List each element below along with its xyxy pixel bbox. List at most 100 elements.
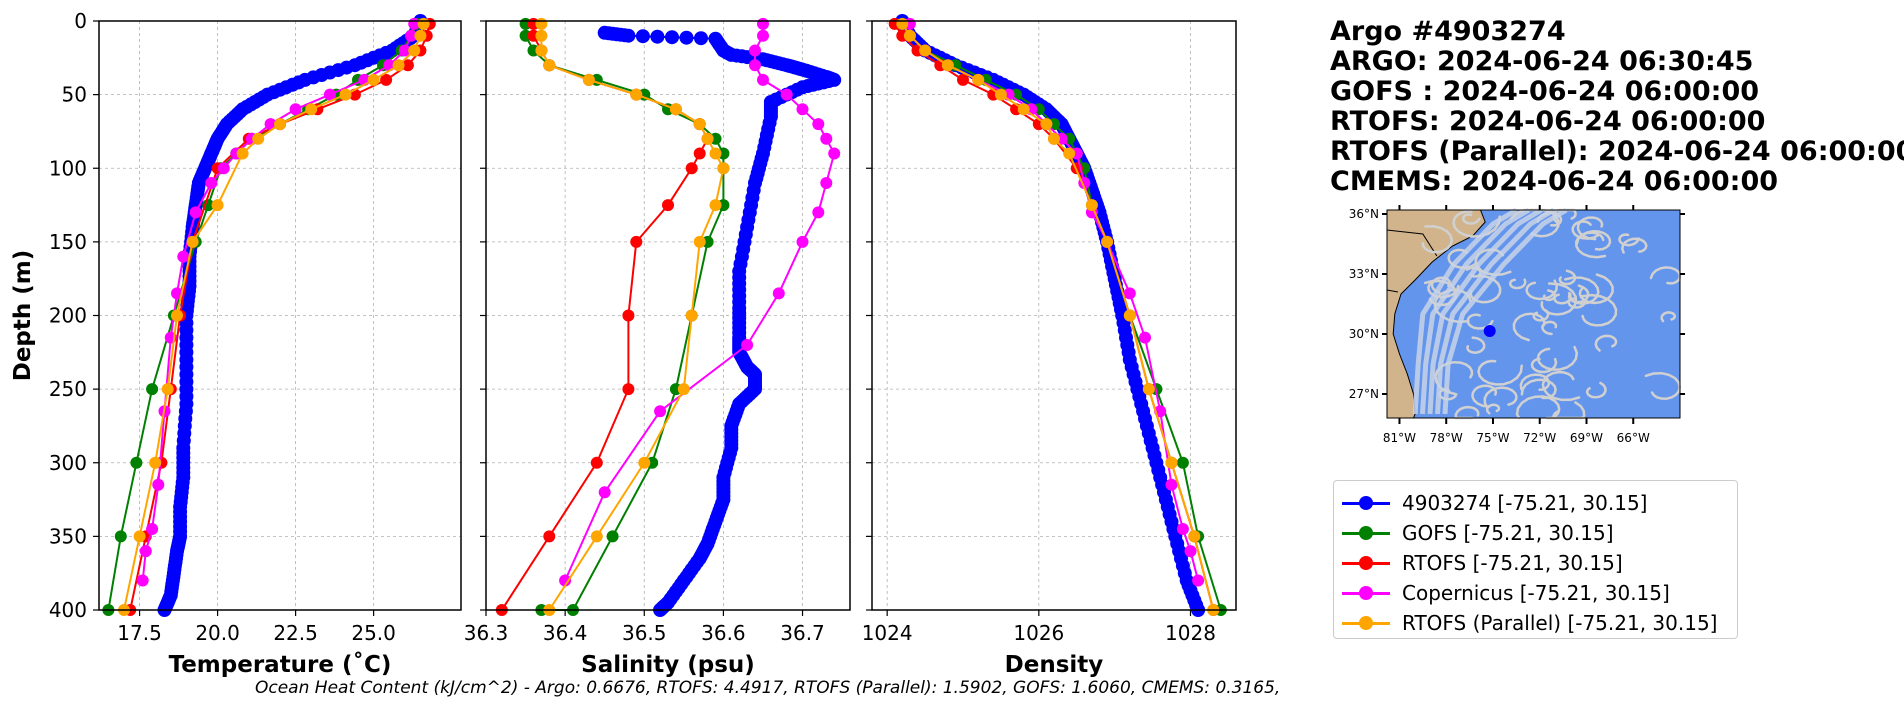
- y-tick-label: 50: [62, 83, 87, 107]
- rtofs-parallel-time: RTOFS (Parallel): 2024-06-24 06:00:00: [1330, 136, 1904, 167]
- data-point: [114, 530, 127, 543]
- data-point: [677, 383, 690, 396]
- data-point: [149, 456, 162, 469]
- data-point: [685, 309, 698, 322]
- data-point: [622, 383, 635, 396]
- series-line: [107, 23, 419, 611]
- y-tick-label: 0: [74, 9, 87, 33]
- land-fill: [1386, 209, 1486, 419]
- data-point: [535, 29, 548, 42]
- data-point: [543, 530, 556, 543]
- data-point: [1192, 574, 1205, 587]
- data-point: [630, 235, 643, 248]
- current-streamline: [1621, 237, 1648, 254]
- series-density-0: [895, 14, 1206, 617]
- data-point: [757, 73, 769, 86]
- data-point: [171, 287, 183, 300]
- x-tick-label: 1024: [862, 621, 913, 645]
- gulf-stream-line: [1420, 207, 1531, 415]
- y-tick-label: 250: [49, 377, 87, 401]
- data-point: [1139, 331, 1151, 344]
- series-temperature-4: [118, 17, 430, 616]
- data-point: [139, 545, 152, 558]
- data-point: [772, 287, 785, 300]
- float-marker: [1483, 325, 1496, 337]
- data-point: [323, 88, 336, 101]
- data-point: [741, 339, 754, 351]
- gulf-stream-line: [1442, 207, 1568, 415]
- data-point: [994, 88, 1007, 101]
- x-tick-label: 1026: [1013, 621, 1064, 645]
- current-streamline: [1469, 274, 1502, 304]
- gulf-stream-line: [1435, 207, 1556, 415]
- data-point: [638, 456, 651, 469]
- current-streamline: [1649, 266, 1682, 285]
- legend-label-gofs: GOFS [-75.21, 30.15]: [1402, 521, 1614, 545]
- x-tick-label: 36.6: [701, 621, 746, 645]
- data-point: [217, 162, 230, 175]
- cmems-time: CMEMS: 2024-06-24 06:00:00: [1330, 166, 1779, 197]
- data-point: [1048, 132, 1060, 145]
- current-streamline: [1512, 312, 1546, 342]
- x-tick-label: 1028: [1165, 621, 1216, 645]
- data-point: [1017, 103, 1030, 116]
- panel-temperature: 17.5 20.0 22.5 25.0 0 50 100 150 200 250 300 350 400…: [10, 9, 462, 678]
- data-point: [408, 44, 421, 57]
- data-point: [133, 530, 146, 543]
- x-tick-label: 20.0: [195, 621, 240, 645]
- data-point: [780, 88, 793, 101]
- legend-item-rtofs-parallel: RTOFS (Parallel) [-75.21, 30.15]: [1342, 609, 1718, 637]
- ohc-footer: Ocean Heat Content (kJ/cm^2) - Argo: 0.6…: [255, 678, 1281, 698]
- data-point: [903, 29, 916, 42]
- data-point: [919, 44, 932, 57]
- argo-time: ARGO: 2024-06-24 06:30:45: [1330, 46, 1754, 77]
- legend-swatch-argo: [1342, 493, 1390, 513]
- x-tick-label: 36.3: [464, 621, 509, 645]
- data-point: [146, 383, 159, 396]
- data-point: [559, 574, 572, 587]
- legend-label-rtofs: RTOFS [-75.21, 30.15]: [1402, 551, 1623, 575]
- data-point: [398, 44, 411, 57]
- data-point: [757, 29, 769, 42]
- y-tick-label: 200: [49, 304, 87, 328]
- y-tick-label: 150: [49, 230, 87, 254]
- data-point: [1165, 478, 1178, 491]
- data-point: [941, 59, 954, 72]
- data-point: [717, 162, 730, 175]
- current-streamline: [1421, 225, 1454, 254]
- data-point: [380, 73, 393, 86]
- lat-label: 36°N: [1349, 207, 1379, 221]
- float-title: Argo #4903274: [1330, 16, 1566, 47]
- data-point: [635, 29, 650, 44]
- data-point: [189, 206, 202, 219]
- data-point: [535, 17, 548, 30]
- x-tick-label: 22.5: [273, 621, 318, 645]
- current-streamline: [1461, 213, 1481, 225]
- data-point: [621, 28, 636, 43]
- data-point: [694, 31, 708, 46]
- data-point: [1142, 383, 1155, 396]
- data-point: [709, 147, 722, 160]
- series-salinity-3: [559, 17, 841, 587]
- x-axis-label: Temperature (˚C): [169, 651, 392, 678]
- x-tick-label: 25.0: [351, 621, 396, 645]
- data-point: [812, 206, 825, 219]
- lon-label: 75°W: [1476, 431, 1509, 445]
- data-point: [211, 199, 224, 212]
- data-point: [598, 486, 611, 499]
- current-streamline: [1485, 403, 1501, 415]
- current-streamline: [1465, 266, 1482, 278]
- data-point: [709, 199, 722, 212]
- state-border: [1386, 229, 1438, 257]
- data-point: [1040, 118, 1053, 131]
- data-point: [590, 530, 603, 543]
- legend-label-rtofs-parallel: RTOFS (Parallel) [-75.21, 30.15]: [1402, 611, 1718, 635]
- data-point: [820, 177, 833, 189]
- data-point: [171, 309, 183, 322]
- data-point: [650, 29, 665, 44]
- current-streamline: [1530, 357, 1558, 374]
- data-point: [1176, 523, 1189, 535]
- current-streamline: [1541, 320, 1558, 336]
- lon-label: 81°W: [1383, 431, 1416, 445]
- series-salinity-4: [535, 17, 730, 616]
